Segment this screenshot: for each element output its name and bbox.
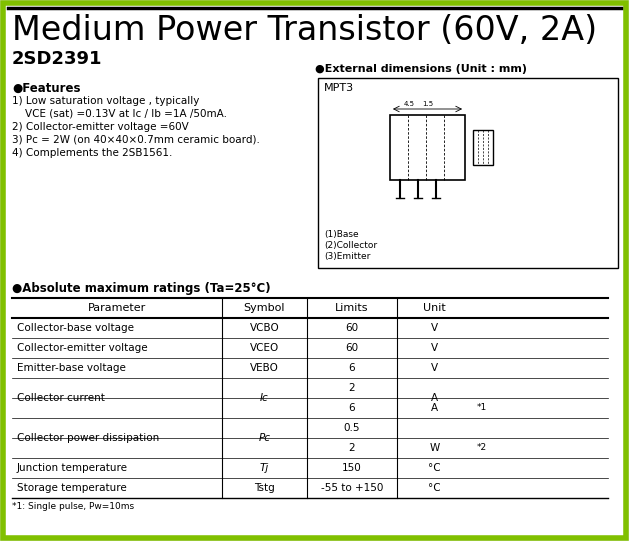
Text: 60: 60: [345, 343, 359, 353]
Text: V: V: [431, 323, 438, 333]
Text: W: W: [430, 443, 440, 453]
Text: Emitter-base voltage: Emitter-base voltage: [17, 363, 126, 373]
Text: VCBO: VCBO: [250, 323, 279, 333]
Text: 2: 2: [348, 383, 355, 393]
Text: (1)Base: (1)Base: [324, 230, 359, 239]
Text: 6: 6: [348, 363, 355, 373]
Text: (2)Collector: (2)Collector: [324, 241, 377, 250]
Bar: [390, 115, 465, 180]
Text: 4) Complements the 2SB1561.: 4) Complements the 2SB1561.: [12, 148, 172, 158]
Text: ●Features: ●Features: [12, 82, 81, 95]
Text: Tj: Tj: [260, 463, 269, 473]
Text: VEBO: VEBO: [250, 363, 279, 373]
Text: Ic: Ic: [260, 393, 269, 403]
Text: *1: Single pulse, Pw=10ms: *1: Single pulse, Pw=10ms: [12, 502, 134, 511]
Text: VCE (sat) =0.13V at Ic / Ib =1A /50mA.: VCE (sat) =0.13V at Ic / Ib =1A /50mA.: [12, 109, 227, 119]
Text: Collector power dissipation: Collector power dissipation: [17, 433, 159, 443]
Text: 2SD2391: 2SD2391: [12, 50, 103, 68]
Text: °C: °C: [428, 463, 441, 473]
Text: A: A: [431, 403, 438, 413]
Bar: [318, 78, 618, 268]
Text: (3)Emitter: (3)Emitter: [324, 252, 370, 261]
Text: Parameter: Parameter: [88, 303, 146, 313]
Text: Junction temperature: Junction temperature: [17, 463, 128, 473]
Text: Tstg: Tstg: [254, 483, 275, 493]
Text: 6: 6: [348, 403, 355, 413]
Text: A: A: [431, 393, 438, 403]
Text: 4.5: 4.5: [403, 101, 415, 107]
Text: Storage temperature: Storage temperature: [17, 483, 127, 493]
Text: 1.5: 1.5: [422, 101, 433, 107]
Text: VCEO: VCEO: [250, 343, 279, 353]
Text: V: V: [431, 343, 438, 353]
Text: 1) Low saturation voltage , typically: 1) Low saturation voltage , typically: [12, 96, 199, 106]
Text: 150: 150: [342, 463, 362, 473]
Text: -55 to +150: -55 to +150: [321, 483, 383, 493]
Text: Limits: Limits: [335, 303, 369, 313]
Text: ●External dimensions (Unit : mm): ●External dimensions (Unit : mm): [315, 64, 527, 74]
Text: V: V: [431, 363, 438, 373]
Text: Pc: Pc: [259, 433, 270, 443]
Text: 0.5: 0.5: [344, 423, 360, 433]
Text: 2) Collector-emitter voltage =60V: 2) Collector-emitter voltage =60V: [12, 122, 189, 132]
Text: Medium Power Transistor (60V, 2A): Medium Power Transistor (60V, 2A): [12, 14, 597, 47]
Text: 3) Pc = 2W (on 40×40×0.7mm ceramic board).: 3) Pc = 2W (on 40×40×0.7mm ceramic board…: [12, 135, 260, 145]
Bar: [473, 130, 493, 165]
Text: *2: *2: [477, 444, 487, 452]
Text: Collector-emitter voltage: Collector-emitter voltage: [17, 343, 148, 353]
Text: MPT3: MPT3: [324, 83, 354, 93]
Text: 2: 2: [348, 443, 355, 453]
Text: ●Absolute maximum ratings (Ta=25°C): ●Absolute maximum ratings (Ta=25°C): [12, 282, 270, 295]
Text: Collector current: Collector current: [17, 393, 105, 403]
Text: Symbol: Symbol: [243, 303, 285, 313]
Text: *1: *1: [477, 404, 487, 412]
Text: Collector-base voltage: Collector-base voltage: [17, 323, 134, 333]
Text: 60: 60: [345, 323, 359, 333]
Text: °C: °C: [428, 483, 441, 493]
Text: Unit: Unit: [423, 303, 445, 313]
